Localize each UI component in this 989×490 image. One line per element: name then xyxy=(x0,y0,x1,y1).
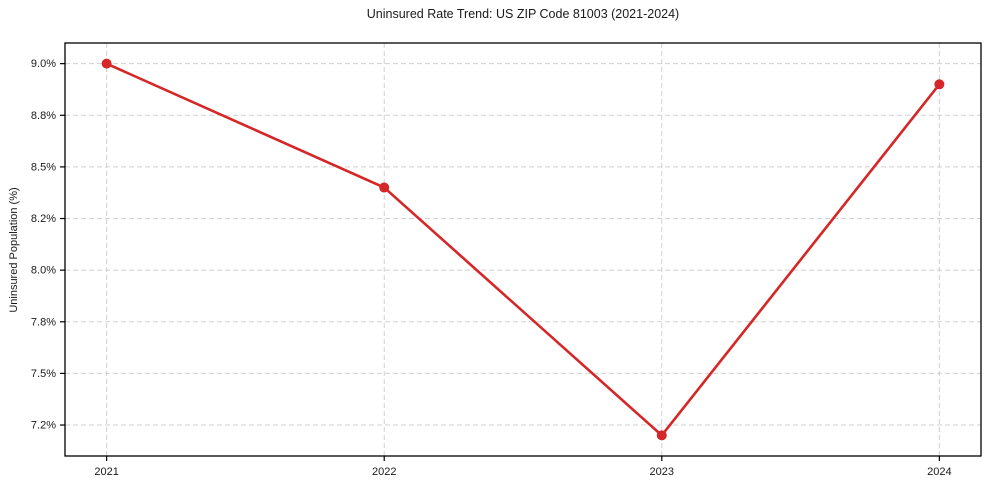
y-tick-label: 9.0% xyxy=(31,58,56,70)
data-point-2021 xyxy=(101,58,112,69)
data-point-2022 xyxy=(379,182,390,193)
data-point-2024 xyxy=(934,79,945,90)
chart-title: Uninsured Rate Trend: US ZIP Code 81003 … xyxy=(366,7,680,21)
plot-border xyxy=(64,42,982,457)
y-tick-label: 8.2% xyxy=(31,213,56,225)
y-tick-label: 8.5% xyxy=(31,161,56,173)
x-tick-label: 2022 xyxy=(372,466,396,478)
x-tick-label: 2021 xyxy=(94,466,118,478)
trend-line xyxy=(105,62,941,437)
y-tick-label: 8.8% xyxy=(31,110,56,122)
y-tick-label: 7.2% xyxy=(31,420,56,432)
x-tick-label: 2024 xyxy=(927,466,951,478)
y-tick-label: 8.0% xyxy=(31,265,56,277)
y-tick-label: 7.8% xyxy=(31,316,56,328)
x-tick-label: 2023 xyxy=(650,466,674,478)
data-point-2023 xyxy=(656,430,667,441)
y-tick-label: 7.5% xyxy=(31,368,56,380)
